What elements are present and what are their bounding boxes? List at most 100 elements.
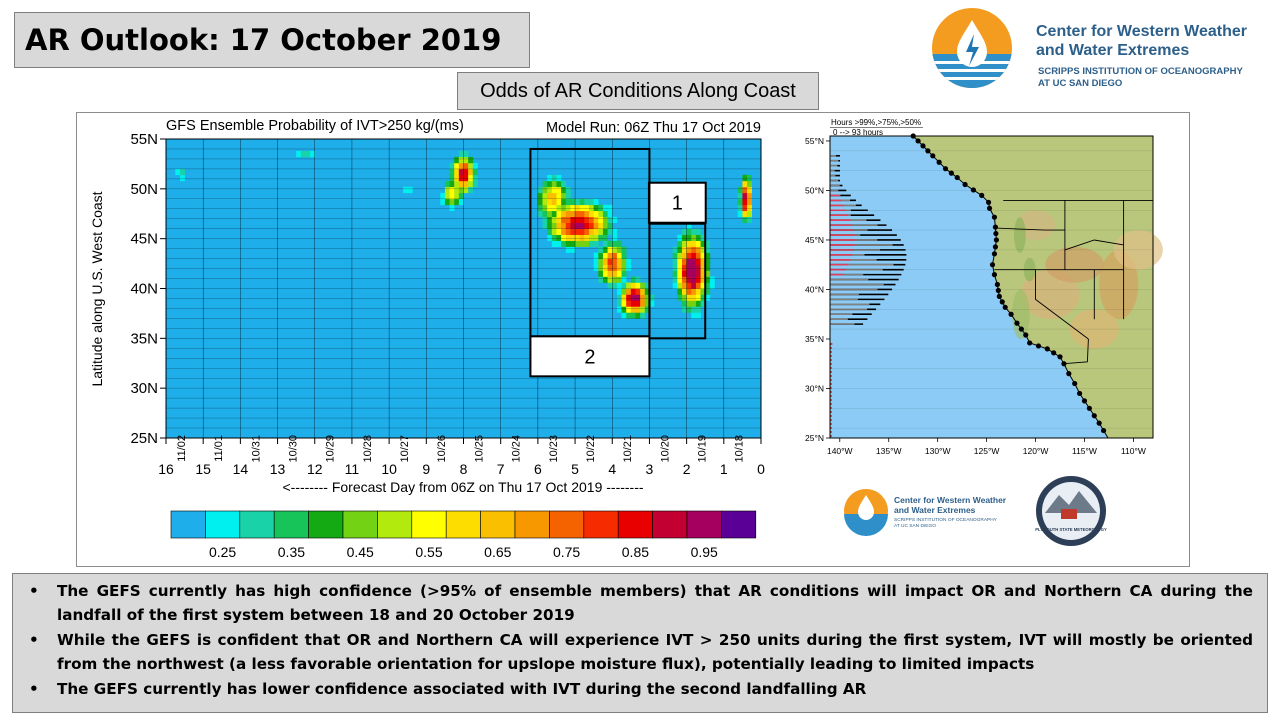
heatmap-cell xyxy=(598,204,604,212)
heatmap-cell xyxy=(621,282,627,289)
heatmap-cell xyxy=(700,240,706,247)
heatmap-cell xyxy=(621,252,627,259)
heatmap-cell xyxy=(468,174,474,182)
heatmap-cell xyxy=(607,240,613,247)
heatmap-cell xyxy=(551,240,557,247)
heatmap-cell xyxy=(626,264,632,271)
heatmap-cell xyxy=(635,300,641,307)
heatmap-cell xyxy=(602,246,608,253)
heatmap-cell xyxy=(179,174,185,182)
heatmap-cell xyxy=(589,216,594,224)
heatmap-cell xyxy=(649,300,655,307)
heatmap-cell xyxy=(547,234,553,241)
heatmap-cell xyxy=(547,228,553,235)
heatmap-cell xyxy=(681,252,687,259)
heatmap-cell xyxy=(547,174,553,182)
heatmap-cell xyxy=(695,300,701,307)
colorbar-swatch xyxy=(308,510,344,539)
heatmap-cell xyxy=(561,204,567,212)
coast-point-marker xyxy=(970,187,976,193)
heatmap-cell xyxy=(584,198,590,206)
x-tick-label: 0 xyxy=(757,461,765,477)
heatmap-cell xyxy=(570,198,576,206)
heatmap-cell xyxy=(640,294,646,301)
map-x-tick-label: 140°W xyxy=(827,446,853,456)
heatmap-cell xyxy=(700,246,706,253)
heatmap-cell xyxy=(556,228,562,235)
heatmap-cell xyxy=(463,156,469,164)
coast-point-marker xyxy=(1100,427,1107,434)
heatmap-cell xyxy=(681,276,687,283)
heatmap-cell xyxy=(747,204,753,212)
heatmap-cell xyxy=(700,288,706,295)
heatmap-cell xyxy=(551,210,557,218)
coast-point-marker xyxy=(986,205,993,211)
small-logo-sub2: AT UC SAN DIEGO xyxy=(894,523,936,529)
heatmap-cell xyxy=(175,168,181,176)
heatmap-cell xyxy=(607,264,613,271)
small-logo-name1: Center for Western Weather xyxy=(894,495,1007,505)
colorbar-tick-label: 0.75 xyxy=(553,544,580,560)
heatmap-cell xyxy=(612,234,618,241)
bullet-3: The GEFS currently has lower confidence … xyxy=(27,677,1253,701)
heatmap-cell xyxy=(593,198,599,206)
x-tick-label: 15 xyxy=(195,461,211,477)
heatmap-cell xyxy=(612,252,618,259)
heatmap-cell xyxy=(598,246,604,253)
heatmap-cell xyxy=(570,246,576,253)
heatmap-cell xyxy=(579,228,585,235)
heatmap-cell xyxy=(449,174,455,182)
state-border xyxy=(996,227,1065,231)
coast-point-marker xyxy=(1096,420,1102,426)
heatmap-cell xyxy=(621,246,627,253)
heatmap-cell xyxy=(551,204,557,212)
small-logo-name2: and Water Extremes xyxy=(894,505,976,515)
coast-point-marker xyxy=(1014,320,1020,326)
heatmap-cell xyxy=(296,150,302,158)
cw3e-sub-line1: SCRIPPS INSTITUTION OF OCEANOGRAPHY xyxy=(1038,66,1243,77)
heatmap-cell xyxy=(565,246,571,253)
heatmap-cell xyxy=(695,270,701,277)
heatmap-cell xyxy=(686,300,692,307)
map-y-tick-label: 45°N xyxy=(805,235,824,245)
state-border xyxy=(1063,338,1089,365)
heatmap-cell xyxy=(454,162,460,170)
coast-point-marker xyxy=(1057,354,1063,360)
heatmap-cell xyxy=(593,258,599,265)
heatmap-cell xyxy=(584,210,590,218)
heatmap-cell xyxy=(700,252,706,259)
heatmap-cell xyxy=(742,192,748,200)
heatmap-cell xyxy=(686,276,692,283)
heatmap-cell xyxy=(691,258,697,265)
heatmap-cell xyxy=(630,300,636,307)
x-tick-label: 8 xyxy=(460,461,468,477)
date-label: 10/25 xyxy=(473,435,485,463)
heatmap-cell xyxy=(444,192,450,200)
heatmap-cell xyxy=(695,228,701,235)
heatmap-cell xyxy=(561,198,567,206)
heatmap-cell xyxy=(630,282,636,289)
coast-point-marker xyxy=(991,214,998,220)
heatmap-cell xyxy=(593,240,599,247)
heatmap-cell xyxy=(705,282,711,289)
heatmap-cell xyxy=(695,306,701,313)
heatmap-cell xyxy=(561,180,567,188)
heatmap-cell xyxy=(602,264,608,271)
heatmap-cell xyxy=(556,174,562,182)
colorbar-swatch xyxy=(239,510,275,539)
heatmap-cell xyxy=(607,276,613,283)
heatmap-cell xyxy=(589,222,594,229)
heatmap-cell xyxy=(565,198,571,206)
plymouth-building-icon xyxy=(1061,509,1077,519)
heatmap-cell xyxy=(691,228,697,235)
terrain-shade xyxy=(1069,309,1119,349)
heatmap-cell xyxy=(686,258,692,265)
coast-point-marker xyxy=(994,281,1000,288)
map-x-tick-label: 135°W xyxy=(876,446,902,456)
heatmap-cell xyxy=(561,240,567,247)
heatmap-cell xyxy=(621,288,627,295)
heatmap-cell xyxy=(677,246,683,253)
date-label: 10/24 xyxy=(511,435,523,463)
small-logo-drop-icon xyxy=(858,495,874,520)
y-tick-label: 30N xyxy=(130,380,158,397)
